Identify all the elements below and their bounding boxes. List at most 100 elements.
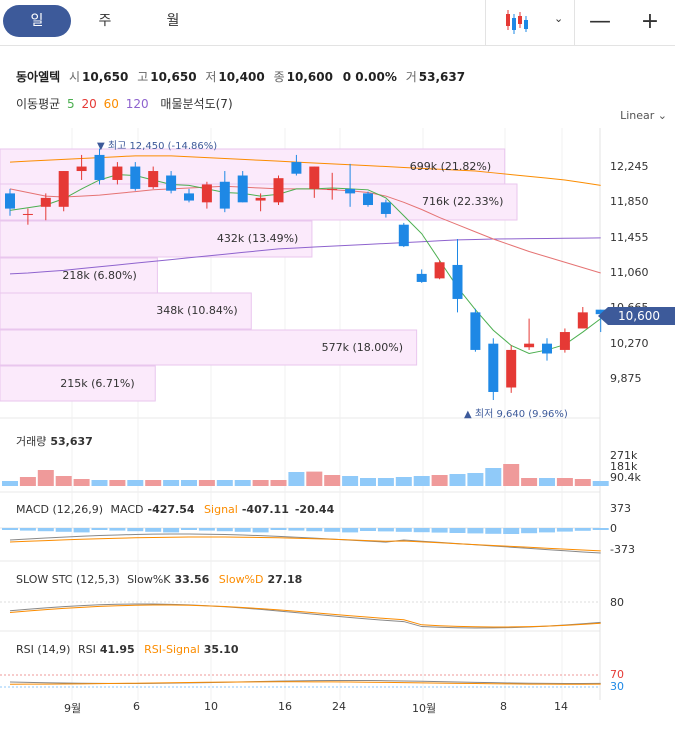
slow-d-label: Slow%D [218, 573, 264, 586]
tab-monthly[interactable]: 월 [166, 13, 180, 29]
volume-bar [91, 480, 108, 486]
volume-bar [342, 476, 359, 486]
x-axis-label: 10월 [412, 702, 437, 715]
x-axis-label: 6 [133, 700, 140, 713]
slow-k-line [9, 603, 601, 629]
macd-histogram-bar [413, 528, 430, 533]
volume-profile-bar [0, 329, 418, 366]
volume-bar [2, 481, 18, 486]
candle-body [237, 175, 248, 203]
volume-bar [109, 480, 126, 486]
chevron-down-icon[interactable]: ⌄ [554, 12, 564, 25]
candle-body [5, 193, 15, 209]
ma-label: 이동평균 [16, 97, 61, 111]
candle-body [363, 193, 373, 206]
macd-histogram-bar [91, 528, 108, 530]
macd-histogram-bar [467, 528, 484, 534]
macd-histogram-bar [449, 528, 466, 533]
candle-body [76, 166, 87, 172]
candle-body [345, 188, 356, 194]
price-axis-label: 12,245 [610, 160, 649, 173]
candle-body [273, 178, 284, 203]
candle-body [201, 184, 212, 203]
macd-histogram-bar [37, 528, 54, 532]
volume-profile-label: 716k (22.33%) [422, 195, 504, 208]
x-axis-label: 9월 [64, 702, 82, 715]
candle-body [327, 188, 338, 190]
macd-signal-line [9, 536, 601, 552]
macd-histogram-bar [216, 528, 233, 532]
macd-histogram-bar [324, 528, 341, 532]
tab-weekly[interactable]: 주 [98, 13, 112, 29]
open-value: 10,650 [82, 70, 129, 84]
volume-bar [127, 480, 144, 486]
volume-axis-2: 181k [610, 460, 638, 473]
max-price-marker: ▼ 최고 12,450 (-14.86%) [97, 141, 218, 152]
macd-histogram-bar [181, 528, 197, 530]
volume-bar [539, 478, 555, 486]
zoom-in-button[interactable]: + [640, 9, 660, 34]
slow-d-value: 27.18 [267, 573, 303, 586]
zoom-out-button[interactable]: — [589, 9, 611, 34]
ma60-label: 60 [103, 97, 119, 111]
stock-name: 동아엘텍 [16, 70, 61, 84]
volume-bar [181, 480, 197, 486]
macd-signal-value: -407.11 [241, 503, 289, 516]
macd-histogram-bar [163, 528, 180, 533]
volume-bar [521, 478, 538, 486]
volume-profile-bar [0, 292, 252, 330]
scale-label: Linear [620, 109, 655, 122]
change-value: 0 0.00% [342, 70, 397, 84]
volume-bar [19, 477, 36, 486]
volume-bar [485, 468, 502, 486]
volume-bar [324, 475, 341, 486]
candle-body [219, 181, 230, 209]
volume-bar [145, 480, 162, 486]
low-value: 10,400 [218, 70, 265, 84]
candle-body [416, 273, 427, 282]
rsi-panel-header: RSI (14,9) RSI 41.95 RSI-Signal 35.10 [16, 643, 245, 656]
macd-histogram-bar [73, 528, 90, 533]
macd-histogram-bar [485, 528, 502, 534]
macd-histogram-bar [2, 528, 18, 530]
rsi-label: RSI [77, 643, 96, 656]
scale-selector[interactable]: Linear ⌄ [620, 109, 667, 122]
macd-panel-header: MACD (12,26,9) MACD -427.54 Signal -407.11… [16, 503, 340, 516]
x-axis-label: 14 [554, 700, 568, 713]
volume-bar [395, 477, 412, 486]
rsi-panel-label: RSI (14,9) [16, 643, 71, 656]
volume-bar [252, 480, 269, 486]
slow-panel-header: SLOW STC (12,5,3) Slow%K 33.56 Slow%D 27.1… [16, 573, 308, 586]
period-tabs: 일 주 월 [3, 5, 207, 37]
candle-body [577, 312, 588, 329]
slow-k-label: Slow%K [127, 573, 171, 586]
volume-profile-label: 577k (18.00%) [321, 340, 404, 354]
volume-panel-value: 53,637 [50, 435, 93, 448]
current-price-tag: 10,600 [598, 307, 675, 325]
slow-d-line [9, 604, 601, 628]
macd-histogram-bar [127, 528, 144, 532]
candle-body [398, 224, 409, 247]
candle-body [166, 175, 177, 191]
moving-average-legend[interactable]: 이동평균 5 20 60 120 매물분석도(7) [16, 95, 236, 112]
candle-body [184, 193, 194, 201]
macd-histogram-bar [377, 528, 394, 532]
macd-histogram-bar [19, 528, 36, 531]
chevron-down-icon: ⌄ [657, 109, 667, 122]
candle-body [542, 343, 552, 354]
volume-label: 거 [405, 70, 417, 84]
candle-body [488, 343, 499, 392]
volume-bar [216, 480, 233, 486]
macd-histogram-bar [270, 528, 287, 530]
macd-histogram-bar [539, 528, 555, 533]
macd-histogram-bar [252, 528, 269, 533]
tab-daily[interactable]: 일 [3, 5, 71, 37]
macd-histogram-bar [55, 528, 72, 532]
min-price-marker: ▲ 최저 9,640 (9.96%) [464, 409, 568, 420]
macd-line [9, 533, 601, 554]
candle-body [130, 166, 141, 189]
volume-panel-label: 거래량 [16, 435, 47, 448]
rsi-signal-line [9, 681, 601, 685]
chart-type-selector[interactable]: ⌄ [485, 0, 575, 46]
